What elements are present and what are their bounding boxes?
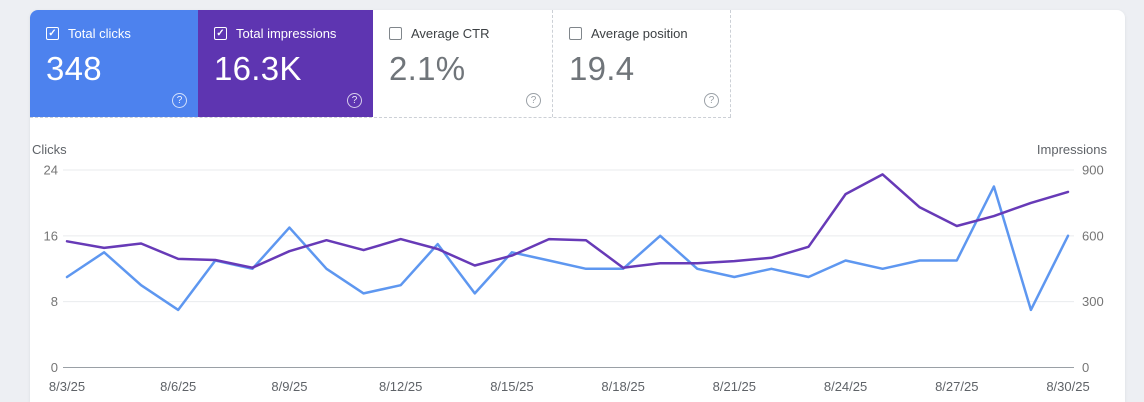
total-clicks-checkbox[interactable]: ✓ bbox=[46, 27, 59, 40]
impressions-line bbox=[65, 173, 1070, 269]
performance-chart-area: 0 8 16 24 0 300 600 900 Clicks Impressions 8/3/25 8… bbox=[30, 140, 1125, 402]
x-tick-label: 8/6/25 bbox=[160, 379, 196, 394]
total-impressions-value: 16.3K bbox=[214, 50, 302, 87]
x-tick-label: 8/24/25 bbox=[824, 379, 867, 394]
x-tick-label: 8/18/25 bbox=[601, 379, 644, 394]
x-tick-label: 8/30/25 bbox=[1046, 379, 1089, 394]
metric-card-average-ctr[interactable]: Average CTR 2.1% ? bbox=[373, 10, 553, 117]
x-tick-label: 8/15/25 bbox=[490, 379, 533, 394]
performance-chart[interactable]: 0 8 16 24 0 300 600 900 Clicks Impressions 8/3/25 8… bbox=[30, 140, 1125, 402]
left-axis-title: Clicks bbox=[32, 142, 67, 157]
average-position-checkbox[interactable] bbox=[569, 27, 582, 40]
card-label-row: Average CTR bbox=[389, 26, 538, 41]
y-left-tick-label: 0 bbox=[51, 360, 58, 375]
card-label-row: Average position bbox=[569, 26, 716, 41]
performance-panel: ✓ Total clicks 348 ? ✓ Total impressions… bbox=[30, 10, 1125, 402]
card-label: Average CTR bbox=[411, 26, 490, 41]
average-ctr-checkbox[interactable] bbox=[389, 27, 402, 40]
help-icon[interactable]: ? bbox=[704, 93, 719, 108]
y-right-tick-label: 600 bbox=[1082, 228, 1104, 243]
card-label: Average position bbox=[591, 26, 688, 41]
metric-cards-row: ✓ Total clicks 348 ? ✓ Total impressions… bbox=[30, 10, 731, 118]
right-axis-title: Impressions bbox=[1037, 142, 1108, 157]
y-left-tick-label: 24 bbox=[44, 163, 58, 178]
metric-card-average-position[interactable]: Average position 19.4 ? bbox=[553, 10, 731, 117]
x-tick-label: 8/9/25 bbox=[271, 379, 307, 394]
card-label: Total impressions bbox=[236, 26, 337, 41]
y-left-tick-label: 8 bbox=[51, 294, 58, 309]
card-label-row: ✓ Total impressions bbox=[214, 26, 359, 41]
x-tick-label: 8/12/25 bbox=[379, 379, 422, 394]
total-impressions-checkbox[interactable]: ✓ bbox=[214, 27, 227, 40]
help-icon[interactable]: ? bbox=[526, 93, 541, 108]
x-tick-label: 8/27/25 bbox=[935, 379, 978, 394]
metric-card-total-clicks[interactable]: ✓ Total clicks 348 ? bbox=[30, 10, 198, 117]
help-icon[interactable]: ? bbox=[172, 93, 187, 108]
metric-card-total-impressions[interactable]: ✓ Total impressions 16.3K ? bbox=[198, 10, 373, 117]
y-right-tick-label: 0 bbox=[1082, 360, 1089, 375]
help-icon[interactable]: ? bbox=[347, 93, 362, 108]
card-label-row: ✓ Total clicks bbox=[46, 26, 184, 41]
average-position-value: 19.4 bbox=[569, 50, 635, 87]
x-tick-label: 8/3/25 bbox=[49, 379, 85, 394]
card-label: Total clicks bbox=[68, 26, 131, 41]
x-tick-label: 8/21/25 bbox=[713, 379, 756, 394]
total-clicks-value: 348 bbox=[46, 50, 102, 87]
average-ctr-value: 2.1% bbox=[389, 50, 466, 87]
y-right-tick-label: 300 bbox=[1082, 294, 1104, 309]
y-left-tick-label: 16 bbox=[44, 228, 58, 243]
y-right-tick-label: 900 bbox=[1082, 163, 1104, 178]
